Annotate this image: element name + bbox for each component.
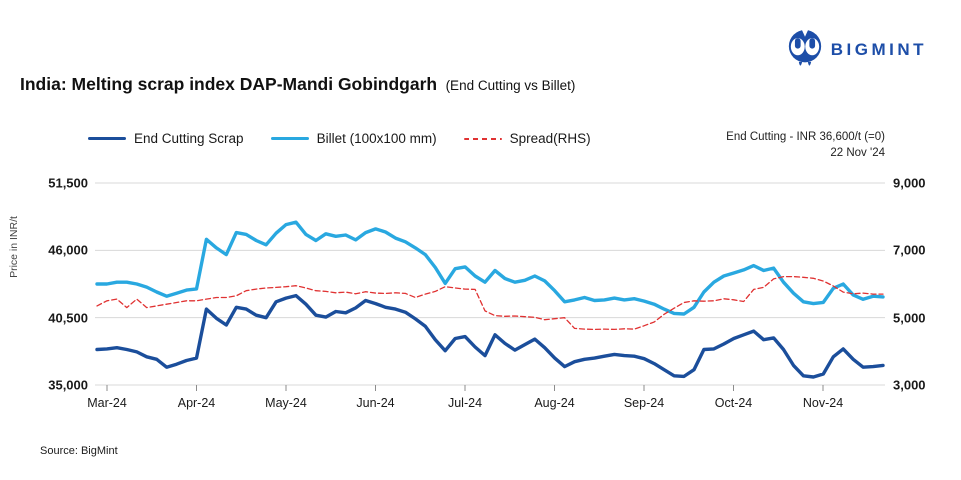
page-title: India: Melting scrap index DAP-Mandi Gob… <box>20 74 575 95</box>
legend-item-end-cutting: End Cutting Scrap <box>88 131 244 146</box>
y-axis-left-tick: 46,000 <box>48 242 88 258</box>
x-axis-month-label: Jun-24 <box>356 396 395 410</box>
y-axis-right-tick: 9,000 <box>893 175 926 191</box>
annotation-latest-price: End Cutting - INR 36,600/t (=0) <box>726 131 885 143</box>
y-axis-left-tick: 40,500 <box>48 310 88 326</box>
y-axis-right-tick: 7,000 <box>893 242 926 258</box>
legend-label-billet: Billet (100x100 mm) <box>316 131 437 146</box>
legend-swatch-0 <box>88 136 126 141</box>
y-axis-right-tick: 3,000 <box>893 377 926 393</box>
bigmint-logo-wordmark: BIGMINT <box>830 40 927 59</box>
series-line-spread-rhs <box>96 275 884 331</box>
series-line-billet-100x100-mm <box>95 220 885 316</box>
y-axis-left-tick: 51,500 <box>48 175 88 191</box>
y-axis-left-tick: 35,000 <box>48 377 88 393</box>
x-axis-month-label: Apr-24 <box>177 396 216 410</box>
legend-label-end-cutting: End Cutting Scrap <box>134 131 244 146</box>
y-axis-right-tick: 5,000 <box>893 310 926 326</box>
x-axis-month-label: May-24 <box>265 396 307 410</box>
bigmint-logo-icon <box>788 29 821 66</box>
legend-item-billet: Billet (100x100 mm) <box>270 131 437 146</box>
x-axis-month-label: Oct-24 <box>714 396 753 410</box>
x-axis-month-label: Jul-24 <box>447 396 483 410</box>
x-axis-month-label: Sep-24 <box>623 396 665 410</box>
legend-swatch-2 <box>463 137 502 140</box>
series-line-end-cutting-scrap <box>95 293 885 379</box>
legend-label-spread: Spread(RHS) <box>509 131 591 146</box>
legend-item-spread: Spread(RHS) <box>463 131 591 146</box>
bigmint-logo: BIGMINT <box>786 29 927 71</box>
x-axis-month-label: Aug-24 <box>534 396 575 410</box>
annotation-latest-date: 22 Nov '24 <box>830 147 885 159</box>
page-title-suffix: (End Cutting vs Billet) <box>445 78 576 93</box>
x-axis-month-label: Mar-24 <box>87 396 127 410</box>
legend-swatch-1 <box>270 136 309 141</box>
x-axis-month-label: Nov-24 <box>802 396 844 410</box>
latest-value-annotation: End Cutting - INR 36,600/t (=0) 22 Nov '… <box>726 129 885 161</box>
source-note: Source: BigMint <box>40 445 118 457</box>
page-title-main: India: Melting scrap index DAP-Mandi Gob… <box>20 74 438 94</box>
chart-legend: End Cutting Scrap Billet (100x100 mm) Sp… <box>88 131 591 146</box>
